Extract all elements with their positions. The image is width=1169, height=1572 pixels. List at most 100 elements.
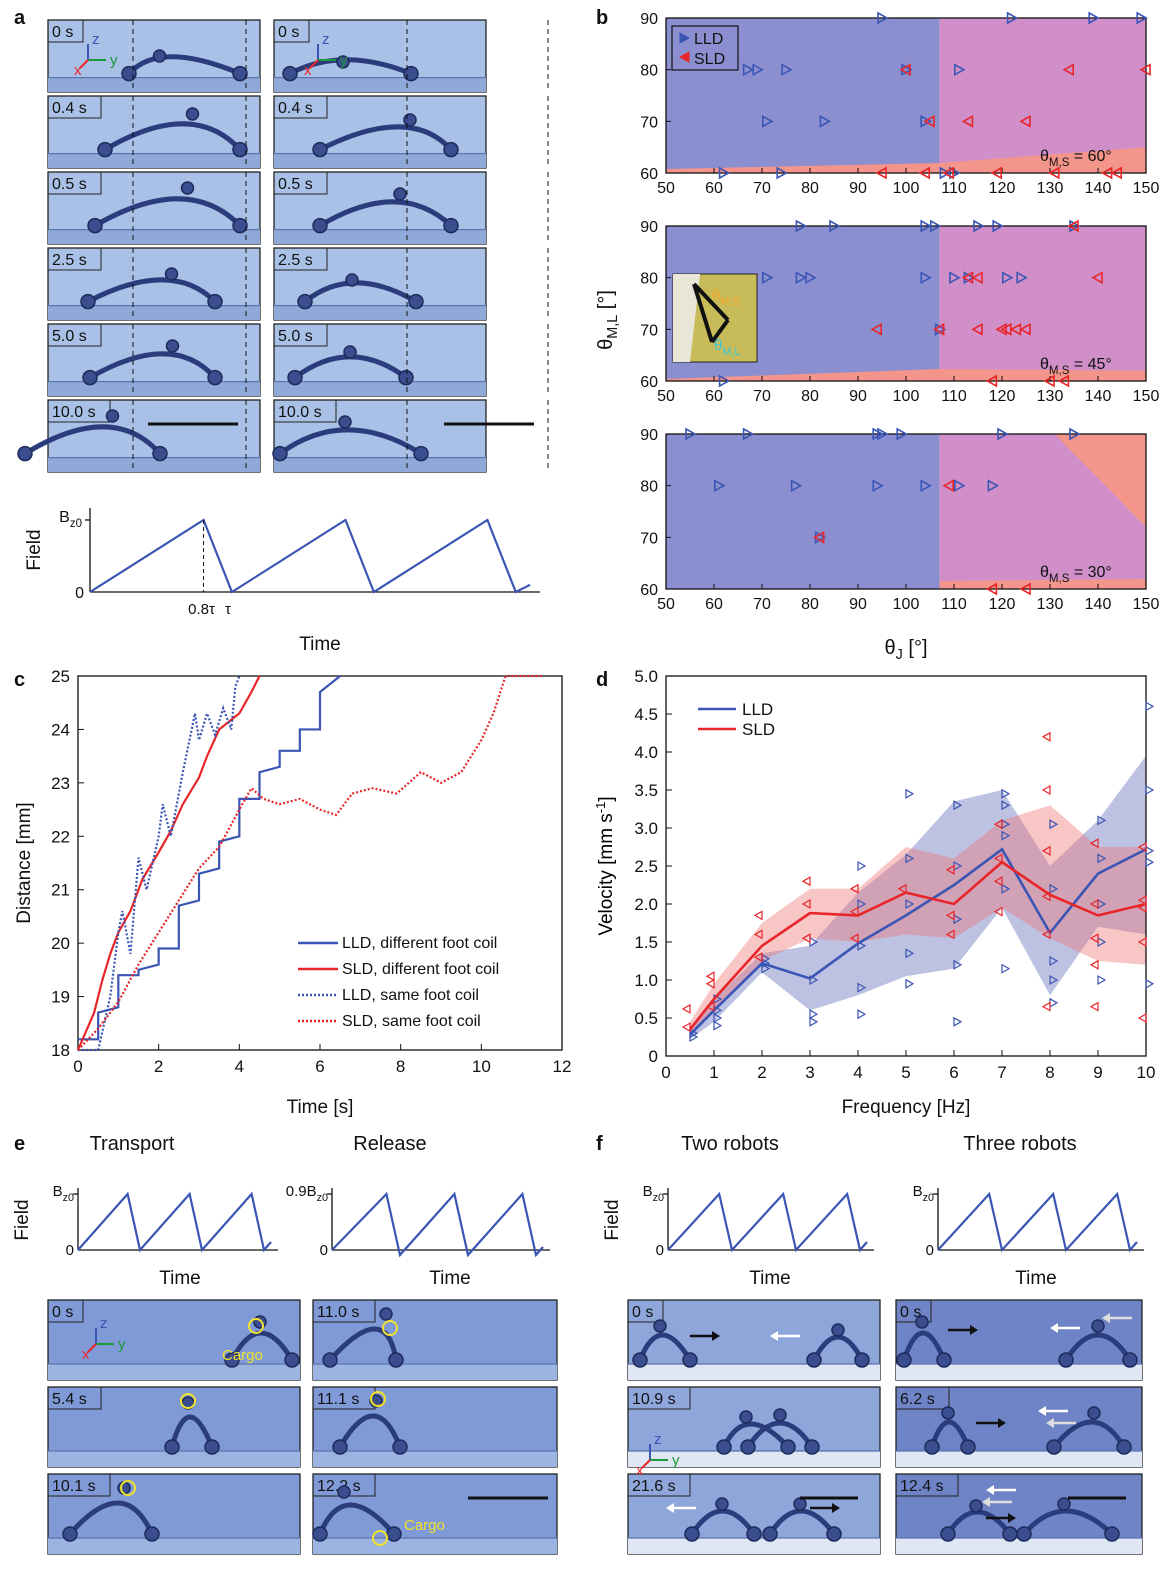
robot-right xyxy=(297,273,424,310)
lld-marker xyxy=(752,63,764,77)
legend-lld-label: LLD xyxy=(742,700,773,719)
robot xyxy=(684,1497,762,1542)
y-tick-label: 4.5 xyxy=(634,705,658,724)
sld-data-point xyxy=(897,883,907,894)
robot-right xyxy=(312,113,459,158)
photo-floor xyxy=(313,1538,557,1554)
robot xyxy=(716,1410,796,1455)
lld-data-point xyxy=(1145,978,1155,989)
timestamp-box xyxy=(47,171,102,195)
robot-foot xyxy=(443,141,459,158)
robot-foot xyxy=(312,1526,328,1542)
sld-marker xyxy=(1110,166,1122,180)
z-axis-label: z xyxy=(92,31,100,48)
theta-ms-label: θM,S = 45° xyxy=(1040,356,1112,377)
lld-marker xyxy=(949,166,961,180)
panel-letter-f: f xyxy=(596,1133,603,1155)
photo-frame-right: 0.5 s xyxy=(273,171,549,245)
field-plot-transport xyxy=(73,1188,278,1253)
timestamp-label: 0 s xyxy=(278,24,299,41)
robot-left xyxy=(97,107,248,158)
sld-marker xyxy=(942,479,954,493)
inset-theta-ms-label: θM,S xyxy=(712,287,740,308)
robot-joint xyxy=(253,1315,267,1329)
xlabel-c: Time [s] xyxy=(287,1097,354,1118)
photo-frame-release: 11.0 s xyxy=(312,1299,558,1381)
timestamp-box xyxy=(47,95,102,119)
timestamp-label: 0 s xyxy=(632,1304,653,1321)
timestamp-label: 11.0 s xyxy=(317,1304,359,1321)
lld-marker xyxy=(795,219,808,233)
legend-label: LLD, same foot coil xyxy=(342,987,479,1004)
lld-data-point xyxy=(1145,845,1155,856)
robot-left xyxy=(82,339,223,386)
timestamp-label: 2.5 s xyxy=(278,252,313,269)
photo-floor xyxy=(48,1364,300,1380)
lld-data-point xyxy=(905,978,915,989)
field-sawtooth-line xyxy=(331,1191,544,1258)
robot-body xyxy=(317,124,454,153)
timestamp-box xyxy=(627,1299,664,1323)
z-axis-label: z xyxy=(100,1315,108,1332)
field-ylabel: Field xyxy=(602,1199,623,1240)
sld-marker xyxy=(1057,374,1070,388)
x-tick-label: 110 xyxy=(941,388,967,405)
sld-data-point xyxy=(1041,891,1051,902)
robot-foot xyxy=(408,293,424,310)
sld-data-point xyxy=(1089,898,1099,910)
lld-mean-line xyxy=(689,847,1147,1036)
sld-marker xyxy=(812,530,825,544)
sld-marker xyxy=(971,271,983,285)
robot-foot xyxy=(312,141,328,158)
timestamp-box xyxy=(895,1386,950,1410)
sld-data-point xyxy=(993,906,1003,917)
robot-foot xyxy=(272,445,288,462)
axes-triad: zy x xyxy=(82,1315,126,1363)
robot-foot xyxy=(960,1439,976,1455)
sld-data-point xyxy=(1137,841,1147,853)
y-tick-label: 3.0 xyxy=(634,819,658,838)
ylabel-c: Distance [mm] xyxy=(14,802,35,923)
y-tick-label: 19 xyxy=(51,988,70,1007)
y-axis-label: y xyxy=(340,52,348,69)
sld-data-point xyxy=(801,898,811,910)
robot xyxy=(896,1315,952,1368)
robot-left xyxy=(121,49,248,82)
axes-triad: zy x xyxy=(304,31,348,79)
photo-floor xyxy=(628,1451,880,1467)
robot-foot xyxy=(287,369,303,386)
sld-data-point xyxy=(1041,784,1051,796)
robot-joint xyxy=(393,187,407,201)
robot-body xyxy=(22,424,163,457)
robot-body xyxy=(92,196,243,229)
y-tick-label: 3.5 xyxy=(634,781,658,800)
field-zero-tick-label: 0 xyxy=(656,1242,664,1259)
x-tick-label: 120 xyxy=(989,388,1016,405)
y-tick-label: 80 xyxy=(640,63,658,80)
robot-joint xyxy=(773,1408,787,1422)
robot-joint xyxy=(1057,1497,1071,1511)
x-tick-label: 70 xyxy=(753,388,771,405)
x-tick-label: 140 xyxy=(1085,388,1112,405)
panel-letter-d: d xyxy=(596,669,608,691)
robot-body xyxy=(317,199,454,229)
robot-joint xyxy=(653,1319,667,1333)
legend-sld-marker xyxy=(678,51,690,63)
robot-body xyxy=(745,1420,815,1450)
motion-arrow-head xyxy=(998,1418,1006,1428)
y-tick-label: 60 xyxy=(640,582,658,599)
photo-floor xyxy=(48,1538,300,1554)
sld-marker xyxy=(1091,271,1103,285)
robot-body xyxy=(811,1334,865,1363)
robot-foot xyxy=(806,1352,822,1368)
y-tick-label: 0.5 xyxy=(634,1009,658,1028)
x-axis-label: x xyxy=(304,62,312,79)
sld-only-region xyxy=(666,369,1146,381)
cargo-circle xyxy=(372,1530,388,1546)
cargo-circle xyxy=(370,1391,386,1407)
field-plot-two-robots xyxy=(663,1188,874,1253)
panel-a: a 0 s 0 s 0.4 s 0.4 s 0.5 s 0.5 s 2.5 s 2.5 s 5.0… xyxy=(14,7,549,655)
